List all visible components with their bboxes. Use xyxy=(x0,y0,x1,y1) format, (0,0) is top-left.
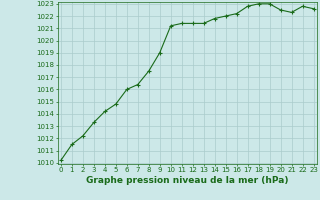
X-axis label: Graphe pression niveau de la mer (hPa): Graphe pression niveau de la mer (hPa) xyxy=(86,176,288,185)
